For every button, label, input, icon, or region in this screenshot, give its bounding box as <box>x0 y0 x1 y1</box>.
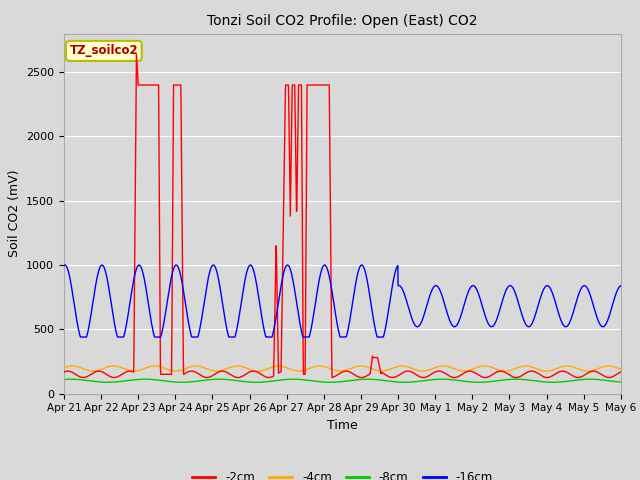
X-axis label: Time: Time <box>327 419 358 432</box>
Title: Tonzi Soil CO2 Profile: Open (East) CO2: Tonzi Soil CO2 Profile: Open (East) CO2 <box>207 14 477 28</box>
Y-axis label: Soil CO2 (mV): Soil CO2 (mV) <box>8 170 20 257</box>
Text: TZ_soilco2: TZ_soilco2 <box>70 44 138 58</box>
Legend: -2cm, -4cm, -8cm, -16cm: -2cm, -4cm, -8cm, -16cm <box>187 466 498 480</box>
